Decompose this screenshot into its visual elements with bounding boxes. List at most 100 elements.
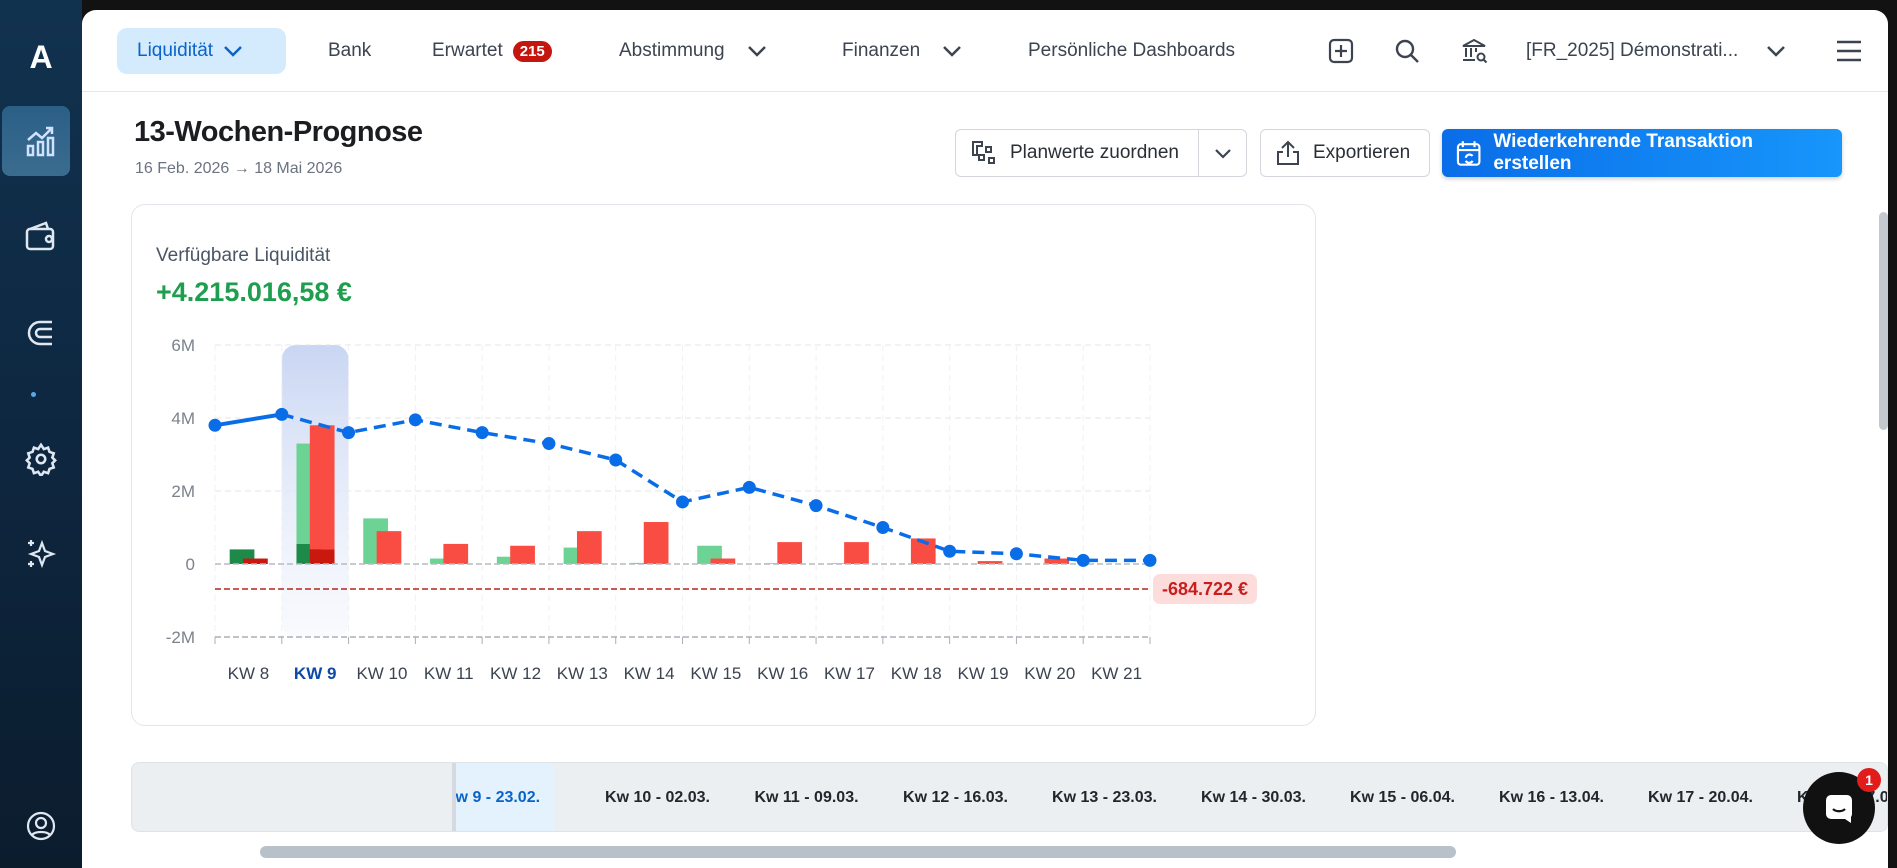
x-tick-label: KW 15 [690, 664, 741, 683]
x-tick-label: KW 20 [1024, 664, 1075, 683]
vertical-scrollbar[interactable] [1879, 212, 1888, 430]
x-tick-label: KW 21 [1091, 664, 1142, 683]
balance-point [1009, 547, 1023, 561]
assign-icon [972, 141, 995, 164]
horizontal-scrollbar[interactable] [260, 846, 1456, 858]
chevron-down-icon [1767, 46, 1786, 57]
x-tick-label: KW 18 [891, 664, 942, 683]
menu-icon[interactable] [1836, 28, 1862, 74]
nav-label: Liquidität [137, 40, 214, 61]
organization-selector[interactable]: [FR_2025] Démonstrati... [1526, 28, 1786, 74]
min-balance-label: -684.722 € [1153, 573, 1258, 604]
balance-point [1076, 553, 1090, 567]
card-label: Verfügbare Liquidität [156, 245, 331, 266]
button-label: Exportieren [1313, 142, 1411, 163]
user-icon[interactable] [18, 803, 64, 849]
strip-divider [452, 763, 456, 831]
logo[interactable]: A [29, 38, 53, 75]
outflow-planned-bar [309, 425, 335, 550]
assign-plan-values-button[interactable]: Planwerte zuordnen [955, 129, 1247, 177]
balance-point [275, 407, 289, 421]
nav-persoenliche-dashboards[interactable]: Persönliche Dashboards [1028, 28, 1235, 74]
balance-point [342, 426, 356, 440]
week-item[interactable]: Kw 17 - 20.04. [1648, 789, 1753, 806]
nav-abstimmung[interactable]: Abstimmung [619, 28, 767, 74]
week-item[interactable]: Kw 16 - 13.04. [1499, 789, 1604, 806]
nav-finanzen[interactable]: Finanzen [842, 28, 962, 74]
y-tick-label: 4M [171, 409, 195, 428]
balance-line-forecast [281, 412, 1150, 563]
x-tick-label: KW 16 [757, 664, 808, 683]
nav-label: Persönliche Dashboards [1028, 40, 1236, 61]
plus-square-icon[interactable] [1328, 28, 1354, 74]
org-label: [FR_2025] Démonstrati... [1526, 40, 1739, 61]
balance-point [1143, 553, 1157, 567]
outflow-planned-bar [710, 558, 736, 564]
nav-label: Abstimmung [619, 40, 725, 61]
week-item[interactable]: Kw 10 - 02.03. [605, 789, 710, 806]
inflow-planned-bar [830, 563, 856, 564]
bank-search-icon[interactable] [1460, 28, 1488, 74]
page-title: 13-Wochen-Prognose [134, 116, 423, 148]
gear-icon[interactable] [18, 436, 64, 482]
nav-liquiditaet[interactable]: Liquidität [117, 28, 286, 74]
button-label: Wiederkehrende Transaktion erstellen [1493, 131, 1753, 174]
nav-erwartet[interactable]: Erwartet 215 [432, 28, 552, 74]
export-button[interactable]: Exportieren [1260, 129, 1430, 177]
dot-indicator [31, 392, 36, 397]
nav-bank[interactable]: Bank [328, 28, 371, 74]
search-icon[interactable] [1394, 28, 1420, 74]
outflow-planned-bar [643, 522, 669, 564]
week-item[interactable]: Kw 9 - 23.02. [456, 763, 554, 831]
nav-label: Bank [328, 40, 372, 61]
week-item[interactable]: Kw 14 - 30.03. [1201, 789, 1306, 806]
week-list: Kw 9 - 23.02. Kw 10 - 02.03. Kw 11 - 09.03… [456, 763, 1887, 831]
x-tick-label: KW 19 [958, 664, 1009, 683]
sparkles-icon[interactable] [18, 531, 64, 577]
outflow-actual-bar [309, 549, 335, 564]
y-tick-label: -2M [166, 628, 195, 647]
balance-point [809, 499, 823, 513]
calendar-repeat-icon [1456, 141, 1481, 166]
x-tick-label: KW 17 [824, 664, 875, 683]
chart-icon[interactable] [18, 118, 64, 164]
outflow-planned-bar [510, 545, 535, 564]
week-strip: Kw 9 - 23.02. Kw 10 - 02.03. Kw 11 - 09.03… [131, 762, 1888, 832]
outflow-planned-bar [576, 531, 602, 564]
main-panel: Liquidität Bank Erwartet 215 Abstimmung F… [82, 10, 1888, 868]
week-item[interactable]: Kw 13 - 23.03. [1052, 789, 1157, 806]
button-label: Planwerte zuordnen [1010, 142, 1179, 163]
wallet-icon[interactable] [18, 214, 64, 260]
magnet-icon[interactable] [18, 310, 64, 356]
chat-icon [1826, 795, 1852, 823]
nav-label: Finanzen [842, 40, 921, 61]
create-recurring-transaction-button[interactable]: Wiederkehrende Transaktion erstellen [1442, 129, 1842, 177]
outflow-planned-bar [376, 531, 402, 564]
x-tick-label: KW 14 [624, 664, 675, 683]
week-item[interactable]: Kw 15 - 06.04. [1350, 789, 1455, 806]
x-tick-label: KW 11 [424, 664, 474, 683]
chevron-down-icon [224, 46, 242, 57]
x-tick-label: KW 13 [557, 664, 608, 683]
outflow-planned-bar [1044, 558, 1070, 564]
outflow-planned-bar [977, 561, 1003, 564]
outflow-planned-bar [443, 543, 469, 564]
week-item[interactable]: Kw 12 - 16.03. [903, 789, 1008, 806]
balance-point [609, 453, 623, 467]
chat-button[interactable]: 1 [1803, 768, 1881, 844]
x-tick-label: KW 10 [356, 664, 407, 683]
outflow-planned-bar [777, 542, 803, 564]
y-tick-label: 2M [171, 482, 195, 501]
balance-point [475, 426, 489, 440]
inflow-planned-bar [496, 556, 522, 564]
balance-point [676, 495, 689, 509]
chevron-down-icon [943, 46, 962, 57]
y-tick-label: 6M [171, 336, 195, 355]
top-nav: Liquidität Bank Erwartet 215 Abstimmung F… [82, 10, 1888, 92]
outflow-actual-bar [243, 558, 268, 564]
balance-point [208, 418, 222, 432]
outflow-planned-bar [844, 542, 869, 564]
y-tick-label: 0 [186, 555, 195, 574]
assign-dropdown-toggle[interactable] [1198, 130, 1246, 176]
week-item[interactable]: Kw 11 - 09.03. [754, 789, 859, 806]
